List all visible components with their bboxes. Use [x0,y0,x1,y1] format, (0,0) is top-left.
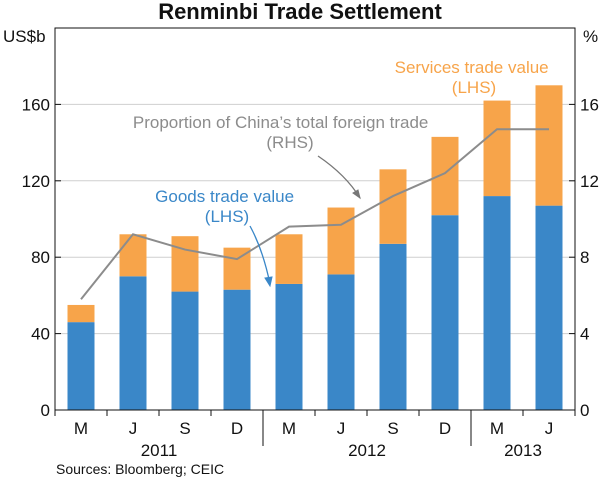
services-annotation: Services trade value (LHS) [395,58,554,97]
right-tick-label: 12 [580,172,599,191]
x-tick-label: J [545,419,554,438]
goods-bar [535,205,563,410]
services-annotation-line1: Services trade value [395,58,549,77]
proportion-line-group [80,128,550,300]
services-bar [119,234,147,277]
x-axis-years: 2011 2012 2013 [141,410,542,460]
right-tick-label: 16 [580,95,599,114]
goods-bar [483,196,511,410]
left-tick-label: 40 [31,325,50,344]
goods-bar [275,283,303,410]
chart-title: Renminbi Trade Settlement [158,0,442,24]
goods-bar [223,289,251,410]
goods-bar [119,276,147,410]
services-bar [483,100,511,197]
x-tick-label: J [129,419,138,438]
services-bar [171,236,199,292]
right-tick-label: 0 [580,401,589,420]
goods-bar [327,274,355,410]
left-tick-label: 160 [22,95,50,114]
services-bar [379,169,407,244]
year-label: 2013 [504,441,542,460]
x-tick-label: M [74,419,88,438]
goods-bar [379,243,407,410]
services-bar [67,304,95,323]
services-bar [275,234,303,284]
bar-group [67,85,563,410]
left-tick-label: 0 [41,401,50,420]
goods-annotation-line2: (LHS) [205,207,249,226]
source-note: Sources: Bloomberg; CEIC [56,461,224,477]
proportion-line [80,128,549,300]
proportion-arrow [317,155,361,200]
services-annotation-line2: (LHS) [452,78,496,97]
goods-bar [67,322,95,410]
year-label: 2011 [141,441,178,460]
goods-annotation-line1: Goods trade value [155,187,294,206]
left-axis-unit: US$b [3,27,46,46]
x-tick-label: D [231,419,243,438]
services-bar [431,136,459,216]
proportion-annotation: Proportion of China’s total foreign trad… [133,113,433,152]
year-label: 2012 [348,441,386,460]
x-tick-label: J [337,419,346,438]
x-tick-label: D [439,419,451,438]
x-tick-label: M [282,419,296,438]
x-tick-label: M [490,419,504,438]
right-tick-label: 8 [580,248,589,267]
x-tick-label: S [179,419,190,438]
x-tick-label: S [387,419,398,438]
proportion-annotation-line2: (RHS) [266,133,313,152]
proportion-annotation-line1: Proportion of China’s total foreign trad… [133,113,428,132]
services-bar [535,85,563,206]
left-axis-ticks: 0 40 80 120 160 [22,95,61,420]
left-tick-label: 80 [31,248,50,267]
right-tick-label: 4 [580,325,589,344]
right-axis-unit: % [583,27,598,46]
goods-bar [171,291,199,410]
goods-bar [431,215,459,410]
right-axis-ticks: 0 4 8 12 16 [569,95,599,420]
services-bar [327,207,355,275]
goods-arrow [249,225,273,288]
left-tick-label: 120 [22,172,50,191]
goods-annotation: Goods trade value (LHS) [155,187,299,226]
